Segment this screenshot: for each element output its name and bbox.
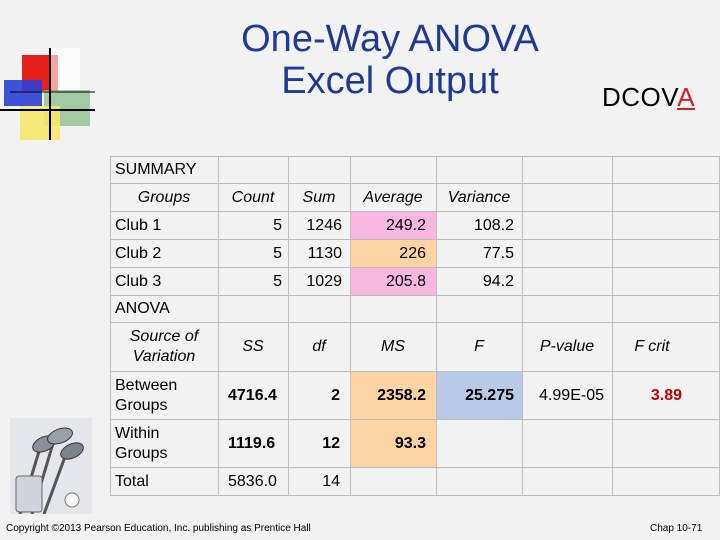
summary-sum-club3: 1029 (306, 273, 342, 290)
header-source-of-variation: Source of Variation (110, 325, 218, 369)
summary-sum-club2: 1130 (307, 245, 342, 262)
summary-group-club2: Club 2 (115, 245, 162, 262)
source-within-line1: Within (115, 425, 160, 442)
page-number: Chap 10-71 (650, 523, 703, 534)
header-f: F (474, 338, 484, 355)
anova-df-total: 14 (322, 473, 340, 490)
summary-sum-club1: 1246 (306, 217, 342, 234)
average-highlight-club1 (350, 211, 436, 239)
header-variance: Variance (447, 189, 511, 206)
summary-variance-club1: 108.2 (473, 217, 514, 234)
header-ss: SS (242, 338, 264, 355)
summary-group-club1: Club 1 (115, 217, 162, 234)
header-count: Count (231, 189, 275, 206)
header-fcrit: F crit (634, 338, 670, 355)
brand-mark: DCOVA (602, 82, 695, 113)
source-between-line1: Between (115, 377, 178, 394)
anova-df-within: 12 (322, 435, 340, 452)
header-source-line2: Variation (132, 348, 196, 365)
anova-df-between: 2 (331, 387, 340, 404)
header-groups: Groups (137, 189, 191, 206)
summary-group-club3: Club 3 (115, 273, 162, 290)
average-highlight-club2 (350, 239, 436, 267)
summary-variance-club2: 77.5 (482, 245, 514, 262)
header-pvalue: P-value (539, 338, 595, 355)
source-within-line2: Groups (115, 445, 168, 462)
copyright-footer: Copyright ©2013 Pearson Education, Inc. … (6, 523, 311, 534)
header-df: df (312, 338, 326, 355)
summary-variance-club3: 94.2 (482, 273, 514, 290)
anova-ss-total: 5836.0 (228, 473, 277, 490)
summary-average-club2: 226 (399, 245, 426, 262)
anova-label: ANOVA (115, 300, 170, 317)
anova-source-within: Within Groups (115, 422, 167, 466)
anova-ms-between: 2358.2 (377, 387, 426, 404)
ms-between-highlight (350, 371, 436, 419)
summary-count-club1: 5 (273, 217, 282, 234)
header-source-line1: Source of (129, 328, 199, 345)
summary-average-club1: 249.2 (385, 217, 426, 234)
golf-clubs-icon (10, 418, 92, 514)
summary-average-club3: 205.8 (385, 273, 426, 290)
anova-source-total: Total (115, 473, 149, 490)
anova-fcrit-between: 3.89 (650, 387, 682, 404)
ms-within-highlight (350, 419, 436, 467)
summary-count-club2: 5 (273, 245, 282, 262)
brand-prefix: DCOV (602, 82, 678, 112)
brand-accent: A (677, 82, 696, 112)
average-highlight-club3 (350, 267, 436, 295)
anova-f-between: 25.275 (465, 387, 514, 404)
header-ms: MS (381, 338, 405, 355)
anova-ss-within: 1119.6 (228, 435, 276, 452)
anova-source-between: Between Groups (115, 374, 177, 418)
title-line-2: Excel Output (281, 60, 499, 102)
source-between-line2: Groups (115, 397, 168, 414)
header-average: Average (363, 189, 423, 206)
summary-count-club3: 5 (273, 273, 282, 290)
summary-label: SUMMARY (115, 161, 197, 178)
anova-ss-between: 4716.4 (228, 387, 277, 404)
header-sum: Sum (302, 189, 336, 206)
anova-ms-within: 93.3 (394, 435, 426, 452)
slide-title: One-Way ANOVA Excel Output (180, 18, 600, 102)
anova-pvalue-between: 4.99E-05 (539, 387, 604, 404)
title-line-1: One-Way ANOVA (241, 18, 539, 60)
decorative-squares-logo (0, 48, 95, 140)
f-highlight (436, 371, 522, 419)
